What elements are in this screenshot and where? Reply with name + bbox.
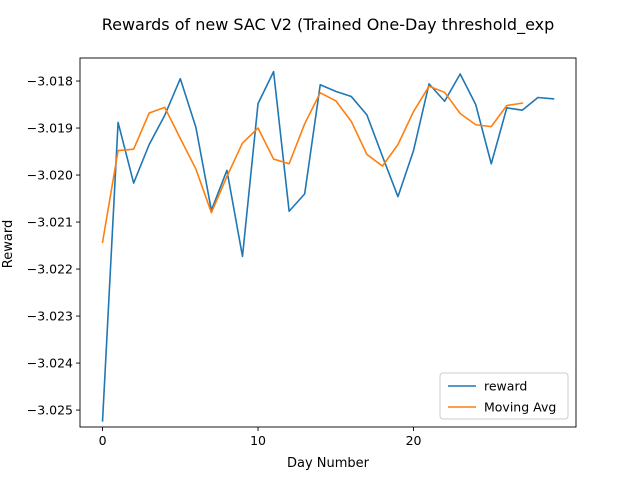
y-tick-label: −3.024 <box>27 356 73 371</box>
legend: reward Moving Avg <box>439 372 569 420</box>
series-line-0 <box>101 70 555 422</box>
y-tick-label: −3.022 <box>27 262 73 277</box>
chart-title: Rewards of new SAC V2 (Trained One-Day t… <box>102 15 555 35</box>
y-tick-label: −3.018 <box>27 74 73 89</box>
y-axis-ticks: −3.025 −3.024 −3.023 −3.022 −3.021 −3.020 −3.0… <box>27 74 80 418</box>
y-tick-label: −3.020 <box>27 168 73 183</box>
legend-label: Moving Avg <box>484 400 556 415</box>
plot-area-frame <box>79 57 577 428</box>
x-axis-ticks: 0 10 20 <box>99 427 422 448</box>
y-axis-label: Reward <box>1 220 16 268</box>
series-layer <box>101 70 555 422</box>
y-tick-label: −3.019 <box>27 121 73 136</box>
x-tick-label: 20 <box>406 433 422 448</box>
y-tick-label: −3.023 <box>27 309 73 324</box>
x-axis-label: Day Number <box>287 456 370 471</box>
x-tick-label: 10 <box>250 433 266 448</box>
series-line-1 <box>101 85 524 244</box>
y-tick-label: −3.025 <box>27 403 73 418</box>
x-tick-label: 0 <box>99 433 107 448</box>
y-tick-label: −3.021 <box>27 215 73 230</box>
legend-label: reward <box>484 379 527 394</box>
